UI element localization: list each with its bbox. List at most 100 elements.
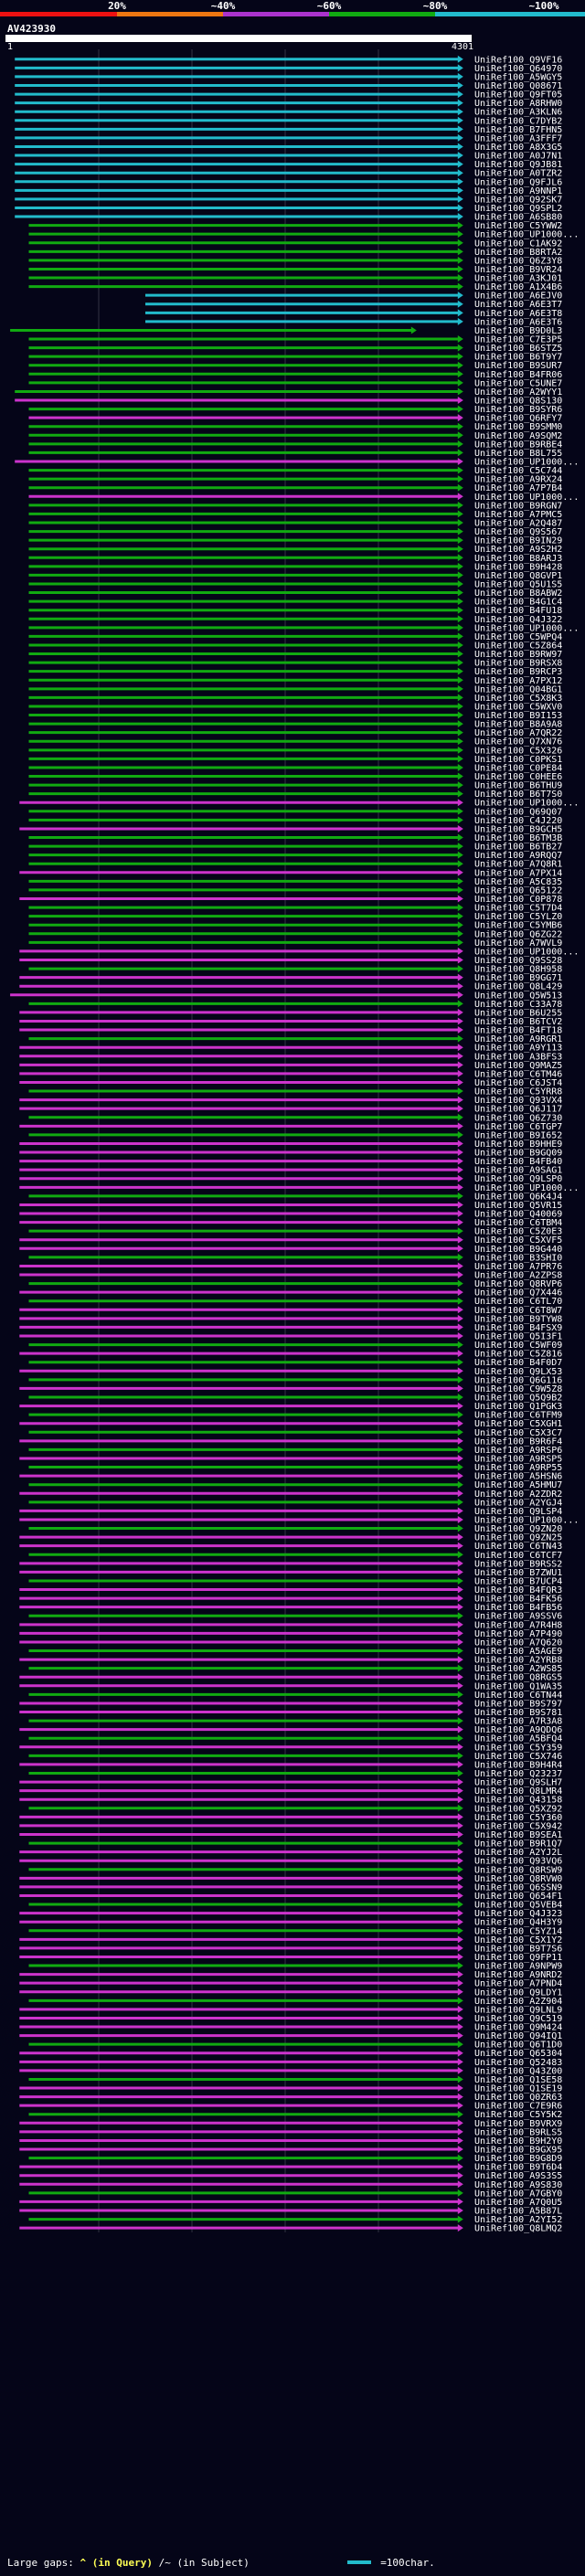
hit-row[interactable]: UniRef100_B8L755 <box>28 449 563 459</box>
hit-label[interactable]: UniRef100_A6E3T7 <box>474 300 562 310</box>
hit-row[interactable]: UniRef100_Q9FP11 <box>19 1953 562 1963</box>
hit-label[interactable]: UniRef100_A7WVL9 <box>474 938 562 949</box>
hit-label[interactable]: UniRef100_Q93VQ6 <box>474 1857 562 1867</box>
hit-label[interactable]: UniRef100_Q9FT05 <box>474 90 562 101</box>
hit-row[interactable]: UniRef100_C5XGH1 <box>19 1419 562 1429</box>
hit-row[interactable]: UniRef100_B4FB56 <box>19 1603 562 1613</box>
hit-label[interactable]: UniRef100_A9RSP6 <box>474 1446 562 1456</box>
hit-row[interactable]: UniRef100_C5YZ14 <box>28 1926 563 1936</box>
hit-row[interactable]: UniRef100_Q43158 <box>19 1796 562 1806</box>
hit-row[interactable]: UniRef100_A0TZR2 <box>15 169 562 179</box>
hit-row[interactable]: UniRef100_Q5U1S5 <box>28 579 563 589</box>
hit-label[interactable]: UniRef100_C6T8W7 <box>474 1306 562 1316</box>
hit-row[interactable]: UniRef100_C5X8K3 <box>28 694 563 704</box>
hit-row[interactable]: UniRef100_B6T7S0 <box>28 790 563 800</box>
hit-row[interactable]: UniRef100_B9RW97 <box>28 650 563 660</box>
hit-row[interactable]: UniRef100_B9T6D4 <box>19 2163 562 2173</box>
hit-label[interactable]: UniRef100_B4FK56 <box>474 1595 562 1605</box>
hit-row[interactable]: UniRef100_A8RHW0 <box>15 99 562 109</box>
hit-row[interactable]: UniRef100_A2YRB8 <box>19 1656 562 1666</box>
hit-row[interactable]: UniRef100_A5C835 <box>28 877 563 887</box>
hit-row[interactable]: UniRef100_B4FR06 <box>28 370 563 380</box>
hit-row[interactable]: UniRef100_Q1SE58 <box>28 2075 563 2085</box>
hit-label[interactable]: UniRef100_A0TZR2 <box>474 169 562 179</box>
hit-row[interactable]: UniRef100_A2WYY1 <box>15 387 562 398</box>
hit-row[interactable]: UniRef100_Q4J323 <box>19 1909 562 1919</box>
hit-row[interactable]: UniRef100_B9GCH5 <box>19 824 562 834</box>
hit-row[interactable]: UniRef100_B4F0D7 <box>28 1358 563 1368</box>
hit-row[interactable]: UniRef100_C5UNE7 <box>28 378 563 388</box>
hit-label[interactable]: UniRef100_C5Z864 <box>474 641 562 651</box>
hit-row[interactable]: UniRef100_A5BFQ4 <box>28 1734 563 1744</box>
hit-row[interactable]: UniRef100_C5Z864 <box>28 641 563 651</box>
hit-label[interactable]: UniRef100_B8A9A8 <box>474 720 562 730</box>
hit-label[interactable]: UniRef100_A7P7B4 <box>474 483 562 493</box>
hit-label[interactable]: UniRef100_A7QR22 <box>474 728 562 738</box>
hit-row[interactable]: UniRef100_B9SMM0 <box>28 422 563 432</box>
hit-row[interactable]: UniRef100_B9S781 <box>19 1708 562 1718</box>
hit-label[interactable]: UniRef100_B9GQ09 <box>474 1149 562 1159</box>
hit-label[interactable]: UniRef100_C5YLZ0 <box>474 912 562 922</box>
hit-row[interactable]: UniRef100_UP1000... <box>28 230 580 240</box>
hit-label[interactable]: UniRef100_Q8H958 <box>474 965 562 975</box>
hit-label[interactable]: UniRef100_B9R6F4 <box>474 1436 562 1447</box>
hit-row[interactable]: UniRef100_Q5I3F1 <box>19 1332 562 1342</box>
hit-label[interactable]: UniRef100_C6TBM4 <box>474 1218 562 1228</box>
hit-row[interactable]: UniRef100_Q8RVW0 <box>19 1874 562 1884</box>
hit-label[interactable]: UniRef100_A9RX24 <box>474 475 562 485</box>
hit-row[interactable]: UniRef100_B6TCV2 <box>19 1017 562 1027</box>
hit-label[interactable]: UniRef100_B9H4R4 <box>474 1760 562 1770</box>
hit-row[interactable]: UniRef100_A7Q620 <box>19 1638 562 1648</box>
hit-label[interactable]: UniRef100_B9SYR6 <box>474 405 562 415</box>
hit-row[interactable]: UniRef100_Q9FT05 <box>15 90 562 101</box>
hit-label[interactable]: UniRef100_C6TM46 <box>474 1069 562 1079</box>
hit-label[interactable]: UniRef100_Q52483 <box>474 2058 562 2068</box>
hit-label[interactable]: UniRef100_Q9FP11 <box>474 1953 562 1963</box>
hit-label[interactable]: UniRef100_B9VR24 <box>474 265 562 275</box>
hit-label[interactable]: UniRef100_C5XVF5 <box>474 1235 562 1246</box>
hit-label[interactable]: UniRef100_A7Q620 <box>474 1638 562 1648</box>
hit-row[interactable]: UniRef100_Q9SPL2 <box>15 204 562 214</box>
hit-row[interactable]: UniRef100_A9RSP5 <box>19 1454 562 1464</box>
hit-label[interactable]: UniRef100_Q65304 <box>474 2049 562 2059</box>
hit-label[interactable]: UniRef100_Q23237 <box>474 1769 562 1779</box>
hit-label[interactable]: UniRef100_C6TFM9 <box>474 1411 562 1421</box>
hit-label[interactable]: UniRef100_B9RW97 <box>474 650 562 660</box>
hit-row[interactable]: UniRef100_Q8LMR4 <box>19 1786 562 1797</box>
hit-label[interactable]: UniRef100_B6U255 <box>474 1008 562 1018</box>
hit-label[interactable]: UniRef100_Q9VF16 <box>474 55 562 65</box>
hit-row[interactable]: UniRef100_Q9ZN20 <box>28 1524 563 1534</box>
hit-row[interactable]: UniRef100_Q9MAZ5 <box>19 1061 562 1071</box>
hit-label[interactable]: UniRef100_B9GG71 <box>474 973 562 983</box>
hit-row[interactable]: UniRef100_A7WVL9 <box>28 938 563 949</box>
hit-label[interactable]: UniRef100_Q43Z00 <box>474 2066 562 2076</box>
hit-row[interactable]: UniRef100_B4FB40 <box>19 1157 562 1167</box>
hit-row[interactable]: UniRef100_A9RP55 <box>28 1463 563 1473</box>
hit-label[interactable]: UniRef100_A9S2H2 <box>474 545 562 555</box>
hit-label[interactable]: UniRef100_B6TCV2 <box>474 1017 562 1027</box>
hit-row[interactable]: UniRef100_Q6Z3Y8 <box>28 256 563 266</box>
hit-label[interactable]: UniRef100_A9NRD2 <box>474 1970 562 1980</box>
hit-row[interactable]: UniRef100_Q9LX53 <box>19 1367 562 1377</box>
hit-label[interactable]: UniRef100_B8RTA2 <box>474 248 562 258</box>
hit-row[interactable]: UniRef100_C33A78 <box>28 1000 563 1010</box>
hit-label[interactable]: UniRef100_Q9LSP4 <box>474 1507 562 1517</box>
hit-label[interactable]: UniRef100_B6THU9 <box>474 781 562 791</box>
hit-row[interactable]: UniRef100_A6E3T8 <box>145 309 562 319</box>
hit-row[interactable]: UniRef100_Q9VF16 <box>15 55 562 65</box>
hit-row[interactable]: UniRef100_Q9SS28 <box>19 956 562 966</box>
hit-label[interactable]: UniRef100_Q6Z3Y8 <box>474 256 562 266</box>
hit-row[interactable]: UniRef100_A9S3S5 <box>19 2171 562 2181</box>
hit-row[interactable]: UniRef100_B9I652 <box>28 1130 563 1140</box>
hit-row[interactable]: UniRef100_B6THU9 <box>28 781 563 791</box>
hit-label[interactable]: UniRef100_B3SHI0 <box>474 1253 562 1263</box>
hit-label[interactable]: UniRef100_A9Y113 <box>474 1044 562 1054</box>
hit-label[interactable]: UniRef100_C0P878 <box>474 895 562 905</box>
hit-label[interactable]: UniRef100_Q6K4J4 <box>474 1192 562 1202</box>
hit-label[interactable]: UniRef100_B9TYW8 <box>474 1314 562 1324</box>
hit-row[interactable]: UniRef100_C5Y5K2 <box>28 2110 563 2120</box>
hit-label[interactable]: UniRef100_UP1000... <box>474 947 579 957</box>
hit-row[interactable]: UniRef100_C0HEE6 <box>28 772 563 782</box>
hit-row[interactable]: UniRef100_C5WF09 <box>28 1341 563 1351</box>
hit-row[interactable]: UniRef100_C6TN43 <box>19 1542 562 1552</box>
